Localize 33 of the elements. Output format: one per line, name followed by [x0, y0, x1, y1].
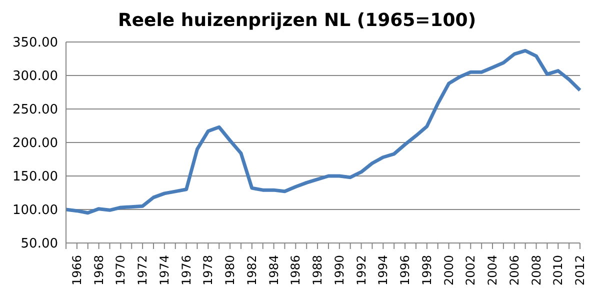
y-tick-label: 350.00: [12, 36, 58, 51]
x-tick-label: 2004: [486, 255, 500, 286]
x-tick-label: 1972: [136, 255, 150, 286]
x-tick-label: 2010: [551, 255, 566, 286]
x-tick-label: 1988: [310, 255, 325, 286]
x-tick-label: 1998: [420, 255, 434, 286]
x-tick-label: 2008: [529, 255, 544, 286]
x-tick-label: 1984: [266, 255, 281, 286]
x-tick-label: 1974: [157, 255, 172, 286]
x-tick-label: 2012: [573, 255, 587, 286]
x-tick-label: 1996: [398, 255, 412, 286]
x-tick-label: 1982: [244, 255, 259, 286]
y-tick-label: 250.00: [12, 102, 58, 118]
x-tick-label: 1966: [70, 255, 84, 286]
y-tick-label: 300.00: [12, 69, 58, 84]
chart-title: Reele huizenprijzen NL (1965=100): [116, 9, 478, 33]
y-tick-label: 150.00: [12, 170, 58, 185]
x-tick-label: 1968: [92, 255, 106, 286]
x-tick-label: 2002: [464, 255, 478, 286]
x-tick-label: 1970: [114, 255, 128, 286]
y-tick-label: 50.00: [20, 236, 58, 252]
x-tick-label: 1986: [288, 255, 303, 286]
y-tick-label: 100.00: [12, 203, 58, 218]
x-tick-label: 1992: [354, 255, 368, 286]
x-tick-label: 2000: [442, 255, 456, 286]
y-tick-label: 200.00: [12, 136, 58, 152]
x-tick-label: 1978: [201, 255, 216, 286]
line-series: [64, 48, 582, 215]
x-tick-label: 2006: [507, 255, 522, 286]
x-tick-label: 1990: [332, 255, 346, 286]
x-tick-label: 1976: [179, 255, 194, 286]
x-tick-label: 1980: [223, 255, 238, 286]
x-tick-label: 1994: [376, 255, 390, 286]
